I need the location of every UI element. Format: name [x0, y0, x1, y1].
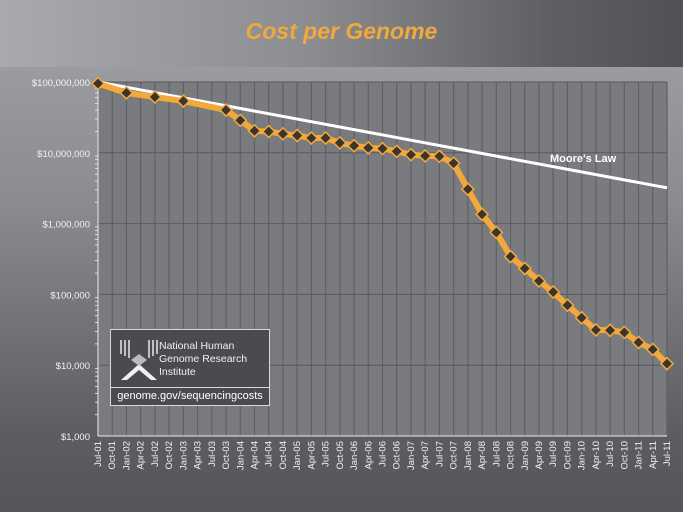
x-tick-label: Apr-11 — [648, 441, 659, 469]
nhgri-logo: National Human Genome Research Institute… — [110, 329, 270, 406]
moores-law-label: Moore's Law — [550, 153, 617, 165]
data-point-marker — [546, 284, 561, 300]
x-tick-label: Apr-06 — [363, 441, 374, 470]
data-point-marker — [304, 130, 319, 146]
x-tick-label: Apr-10 — [591, 441, 602, 470]
x-tick-label: Jan-10 — [577, 441, 588, 470]
x-tick-label: Jan-02 — [121, 441, 132, 470]
data-point-marker — [617, 325, 632, 340]
data-point-marker — [176, 94, 191, 109]
data-point-marker — [631, 335, 646, 350]
x-tick-label: Oct-06 — [392, 441, 403, 470]
data-point-marker — [261, 124, 276, 139]
x-tick-label: Jul-05 — [321, 441, 332, 467]
x-tick-label: Jan-08 — [463, 441, 474, 470]
logo-line: Genome Research — [159, 353, 248, 365]
data-point-marker — [489, 225, 504, 240]
y-tick-label: $1,000,000 — [42, 220, 90, 231]
y-tick-label: $1,000 — [61, 432, 90, 443]
x-tick-label: Oct-08 — [506, 441, 517, 470]
x-tick-label: Jul-04 — [264, 441, 275, 467]
data-point-marker — [659, 356, 675, 371]
data-point-marker — [418, 148, 433, 163]
data-point-marker — [346, 138, 362, 153]
logo-text: National Human Genome Research Institute — [159, 340, 269, 379]
x-tick-label: Apr-08 — [477, 441, 488, 470]
x-tick-label: Apr-05 — [306, 441, 317, 470]
data-point-marker — [574, 310, 589, 325]
data-point-marker — [503, 249, 518, 264]
x-tick-label: Jan-05 — [292, 441, 303, 470]
y-tick-label: $10,000,000 — [37, 149, 90, 160]
data-point-marker — [645, 342, 660, 357]
data-point-marker — [247, 123, 262, 138]
logo-line: National Human — [159, 340, 235, 352]
data-point-marker — [147, 89, 162, 105]
data-point-marker — [588, 322, 603, 337]
data-point-marker — [531, 273, 547, 289]
data-point-marker — [517, 261, 532, 276]
x-tick-label: Oct-02 — [164, 441, 175, 470]
data-point-marker — [432, 149, 447, 164]
logo-url[interactable]: genome.gov/sequencingcosts — [111, 387, 269, 405]
x-tick-label: Oct-09 — [562, 441, 573, 470]
y-tick-label: $10,000 — [56, 361, 90, 372]
data-point-marker — [560, 298, 575, 313]
x-tick-label: Oct-04 — [278, 441, 289, 470]
x-tick-label: Oct-07 — [449, 441, 460, 470]
x-tick-label: Apr-03 — [193, 441, 204, 470]
data-point-marker — [90, 76, 106, 91]
x-tick-label: Oct-03 — [221, 441, 232, 470]
data-point-marker — [603, 323, 618, 338]
data-point-marker — [233, 113, 248, 128]
x-tick-label: Jul-11 — [662, 441, 673, 466]
data-point-marker — [460, 182, 475, 197]
x-tick-label: Jul-02 — [150, 441, 161, 467]
x-tick-label: Jan-04 — [235, 441, 246, 470]
data-point-marker — [275, 126, 290, 141]
data-point-marker — [332, 135, 347, 150]
x-tick-label: Jan-11 — [634, 441, 645, 469]
data-point-marker — [403, 147, 419, 162]
x-tick-label: Oct-10 — [619, 441, 630, 470]
x-tick-label: Jan-03 — [178, 441, 189, 470]
x-tick-label: Jul-06 — [378, 441, 389, 467]
x-tick-label: Oct-05 — [335, 441, 346, 470]
x-tick-label: Jul-09 — [548, 441, 559, 467]
data-point-marker — [475, 207, 490, 222]
moores-law-line — [97, 80, 668, 190]
x-tick-label: Apr-07 — [420, 441, 431, 470]
data-point-marker — [119, 85, 134, 100]
data-point-marker — [389, 144, 404, 159]
x-tick-label: Jul-01 — [93, 441, 104, 467]
x-tick-label: Apr-02 — [136, 441, 147, 470]
y-tick-label: $100,000,000 — [32, 78, 90, 89]
chart-title: Cost per Genome — [245, 18, 438, 44]
x-tick-label: Jul-08 — [491, 441, 502, 467]
data-point-marker — [446, 156, 461, 171]
data-point-marker — [218, 102, 234, 118]
nhgri-x-icon — [120, 340, 158, 380]
x-tick-label: Jul-07 — [434, 441, 445, 467]
x-tick-label: Jan-09 — [520, 441, 531, 470]
data-point-marker — [290, 128, 305, 143]
data-point-marker — [361, 140, 376, 155]
x-tick-label: Oct-01 — [107, 441, 118, 470]
x-tick-label: Jul-10 — [605, 441, 616, 467]
title-banner: Cost per Genome — [0, 0, 683, 67]
x-tick-label: Apr-09 — [534, 441, 545, 470]
logo-line: Institute — [159, 366, 196, 378]
x-tick-label: Jul-03 — [207, 441, 218, 467]
data-point-marker — [375, 141, 390, 156]
x-tick-label: Jan-06 — [349, 441, 360, 470]
y-tick-label: $100,000 — [50, 290, 90, 301]
x-tick-label: Apr-04 — [249, 441, 260, 470]
data-point-marker — [318, 130, 333, 146]
x-tick-label: Jan-07 — [406, 441, 417, 470]
